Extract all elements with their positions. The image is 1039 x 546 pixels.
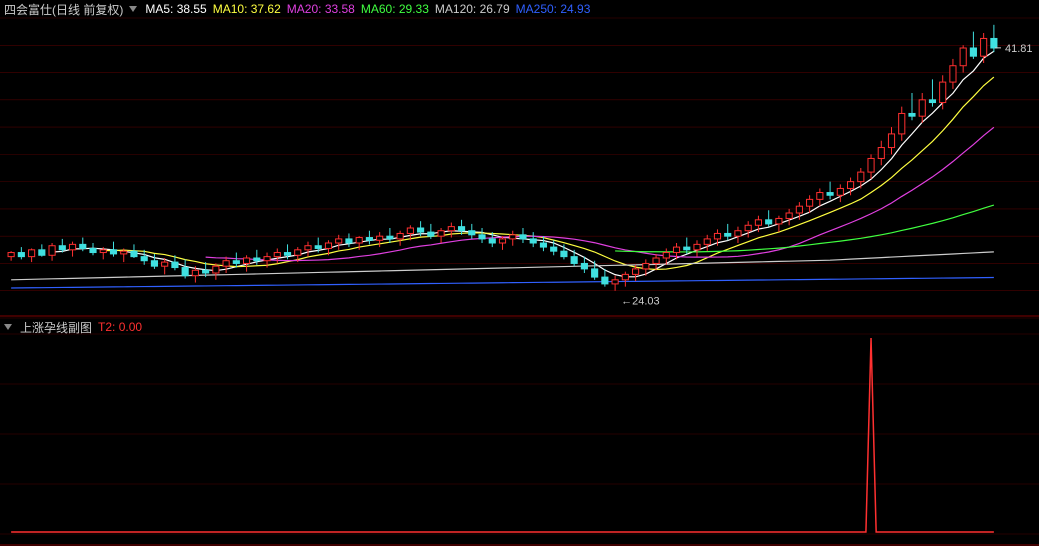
sub-chart-header: 上涨孕线副图 T2: 0.00 — [0, 318, 146, 336]
svg-text:←24.03: ←24.03 — [621, 295, 660, 307]
toggle-icon[interactable] — [4, 324, 12, 330]
sub-indicator-value: T2: 0.00 — [98, 320, 142, 334]
chart-svg[interactable]: ←24.03 41.81 — [0, 0, 1039, 546]
svg-text:41.81: 41.81 — [1005, 43, 1033, 55]
sub-indicator-name: 上涨孕线副图 — [20, 319, 92, 336]
